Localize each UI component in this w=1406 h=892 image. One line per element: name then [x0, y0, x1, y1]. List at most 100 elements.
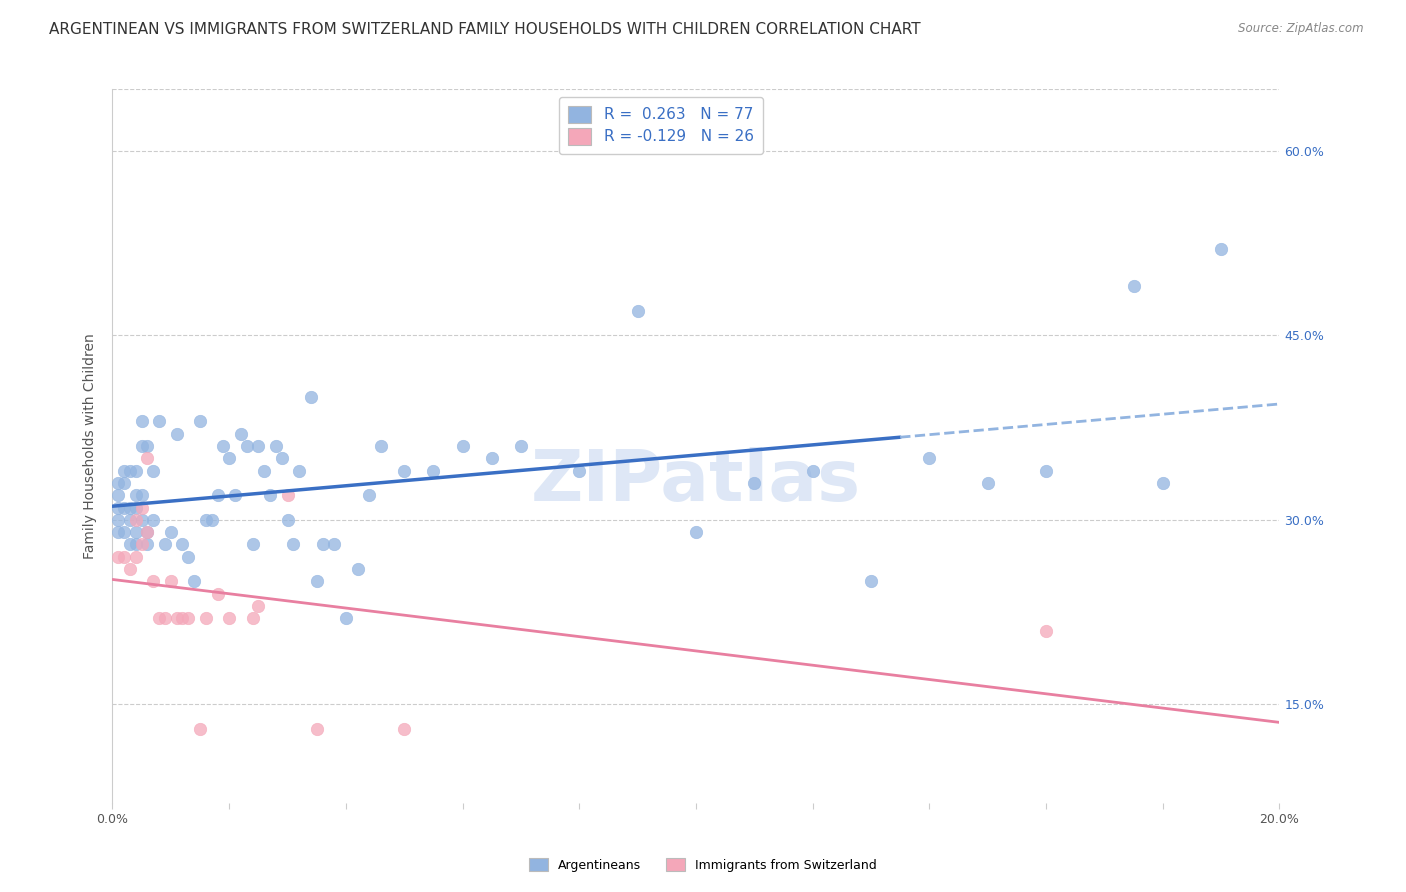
- Point: [142, 464, 165, 478]
- Point: [118, 513, 141, 527]
- Point: [118, 500, 141, 515]
- Point: [276, 488, 298, 502]
- Point: [131, 488, 153, 502]
- Point: [218, 611, 240, 625]
- Point: [107, 500, 129, 515]
- Point: [188, 414, 211, 428]
- Point: [229, 426, 252, 441]
- Point: [311, 537, 333, 551]
- Point: [976, 475, 998, 490]
- Point: [259, 488, 281, 502]
- Point: [242, 611, 264, 625]
- Point: [118, 537, 141, 551]
- Point: [1035, 624, 1057, 638]
- Legend: Argentineans, Immigrants from Switzerland: Argentineans, Immigrants from Switzerlan…: [524, 853, 882, 877]
- Point: [194, 611, 217, 625]
- Point: [346, 562, 368, 576]
- Point: [801, 464, 824, 478]
- Point: [626, 303, 648, 318]
- Point: [112, 464, 135, 478]
- Point: [153, 611, 176, 625]
- Point: [148, 414, 170, 428]
- Point: [392, 722, 416, 736]
- Point: [166, 426, 188, 441]
- Point: [207, 488, 229, 502]
- Point: [247, 599, 270, 613]
- Point: [125, 537, 148, 551]
- Point: [568, 464, 591, 478]
- Point: [125, 500, 148, 515]
- Point: [1152, 475, 1174, 490]
- Point: [1035, 464, 1057, 478]
- Y-axis label: Family Households with Children: Family Households with Children: [83, 333, 97, 559]
- Point: [131, 513, 153, 527]
- Point: [112, 475, 135, 490]
- Text: ZIPatlas: ZIPatlas: [531, 447, 860, 516]
- Point: [451, 439, 474, 453]
- Point: [422, 464, 444, 478]
- Point: [235, 439, 257, 453]
- Point: [918, 451, 941, 466]
- Point: [118, 562, 141, 576]
- Point: [742, 475, 765, 490]
- Point: [509, 439, 531, 453]
- Point: [112, 525, 135, 540]
- Point: [207, 587, 229, 601]
- Point: [112, 549, 135, 564]
- Point: [276, 513, 298, 527]
- Point: [131, 537, 153, 551]
- Point: [253, 464, 276, 478]
- Point: [125, 464, 148, 478]
- Point: [299, 390, 322, 404]
- Point: [212, 439, 235, 453]
- Point: [335, 611, 357, 625]
- Point: [125, 549, 148, 564]
- Point: [392, 464, 416, 478]
- Text: Source: ZipAtlas.com: Source: ZipAtlas.com: [1239, 22, 1364, 36]
- Point: [131, 439, 153, 453]
- Point: [305, 574, 328, 589]
- Point: [125, 488, 148, 502]
- Point: [136, 439, 159, 453]
- Point: [160, 574, 183, 589]
- Point: [270, 451, 292, 466]
- Point: [160, 525, 183, 540]
- Point: [136, 525, 159, 540]
- Point: [481, 451, 503, 466]
- Point: [107, 475, 129, 490]
- Point: [323, 537, 346, 551]
- Point: [283, 537, 305, 551]
- Point: [242, 537, 264, 551]
- Text: ARGENTINEAN VS IMMIGRANTS FROM SWITZERLAND FAMILY HOUSEHOLDS WITH CHILDREN CORRE: ARGENTINEAN VS IMMIGRANTS FROM SWITZERLA…: [49, 22, 921, 37]
- Point: [107, 513, 129, 527]
- Point: [107, 549, 129, 564]
- Point: [148, 611, 170, 625]
- Point: [125, 525, 148, 540]
- Point: [166, 611, 188, 625]
- Point: [136, 537, 159, 551]
- Point: [859, 574, 883, 589]
- Point: [224, 488, 246, 502]
- Point: [1209, 242, 1232, 256]
- Point: [172, 611, 194, 625]
- Point: [142, 513, 165, 527]
- Point: [183, 574, 205, 589]
- Point: [125, 513, 148, 527]
- Point: [131, 500, 153, 515]
- Point: [153, 537, 176, 551]
- Point: [131, 414, 153, 428]
- Point: [142, 574, 165, 589]
- Point: [194, 513, 217, 527]
- Point: [107, 525, 129, 540]
- Point: [112, 500, 135, 515]
- Point: [118, 464, 141, 478]
- Point: [172, 537, 194, 551]
- Point: [136, 525, 159, 540]
- Point: [177, 611, 200, 625]
- Point: [359, 488, 381, 502]
- Point: [288, 464, 311, 478]
- Point: [685, 525, 707, 540]
- Point: [218, 451, 240, 466]
- Point: [188, 722, 211, 736]
- Point: [305, 722, 328, 736]
